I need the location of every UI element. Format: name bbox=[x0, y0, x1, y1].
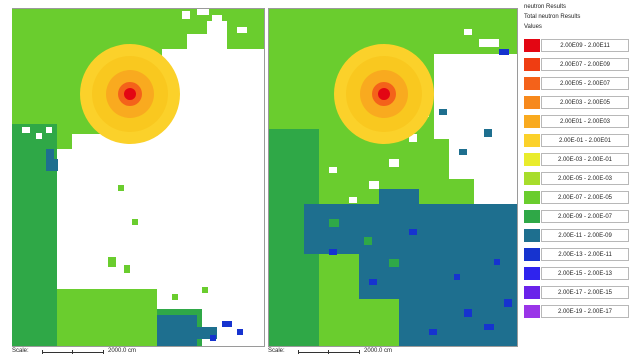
legend-swatch bbox=[524, 210, 540, 223]
legend-item: 2.00E-05 - 2.00E-03 bbox=[524, 171, 630, 186]
legend-range-label: 2.00E-13 - 2.00E-11 bbox=[541, 248, 629, 261]
scale-tick bbox=[72, 350, 73, 354]
left-map-canvas bbox=[12, 9, 264, 346]
legend-subtitle: Total neutron Results bbox=[524, 14, 581, 20]
legend-range-label: 2.00E09 - 2.00E11 bbox=[541, 39, 629, 52]
legend-item: 2.00E-11 - 2.00E-09 bbox=[524, 228, 630, 243]
legend-swatch bbox=[524, 248, 540, 261]
scale-line bbox=[298, 350, 360, 354]
legend-swatch bbox=[524, 96, 540, 109]
legend-item: 2.00E05 - 2.00E07 bbox=[524, 76, 630, 91]
source-core bbox=[378, 88, 390, 100]
scale-label: Scale: bbox=[268, 348, 285, 354]
scale-bar-right: Scale: 2000.0 cm bbox=[268, 346, 516, 358]
right-map-canvas bbox=[269, 9, 517, 346]
scale-value: 2000.0 cm bbox=[364, 348, 393, 354]
legend-title: neutron Results bbox=[524, 4, 567, 10]
legend-item: 2.00E07 - 2.00E09 bbox=[524, 57, 630, 72]
legend-swatch bbox=[524, 286, 540, 299]
legend-swatch bbox=[524, 115, 540, 128]
scale-line bbox=[42, 350, 104, 354]
legend-values-label: Values bbox=[524, 24, 542, 30]
legend-swatch bbox=[524, 58, 540, 71]
legend-range-label: 2.00E-01 - 2.00E01 bbox=[541, 134, 629, 147]
left-dose-map[interactable] bbox=[12, 8, 265, 347]
legend-item: 2.00E01 - 2.00E03 bbox=[524, 114, 630, 129]
legend-item: 2.00E-17 - 2.00E-15 bbox=[524, 285, 630, 300]
legend-panel: neutron Results Total neutron Results Va… bbox=[518, 2, 636, 356]
legend-item: 2.00E-15 - 2.00E-13 bbox=[524, 266, 630, 281]
scale-value: 2000.0 cm bbox=[108, 348, 137, 354]
legend-item: 2.00E-13 - 2.00E-11 bbox=[524, 247, 630, 262]
legend-range-label: 2.00E-07 - 2.00E-05 bbox=[541, 191, 629, 204]
legend-range-label: 2.00E-05 - 2.00E-03 bbox=[541, 172, 629, 185]
legend-range-label: 2.00E01 - 2.00E03 bbox=[541, 115, 629, 128]
legend-range-label: 2.00E-03 - 2.00E-01 bbox=[541, 153, 629, 166]
legend-swatch bbox=[524, 134, 540, 147]
legend-swatch bbox=[524, 172, 540, 185]
legend-swatch bbox=[524, 191, 540, 204]
map-region bbox=[12, 181, 42, 225]
legend-item: 2.00E-19 - 2.00E-17 bbox=[524, 304, 630, 319]
legend-item: 2.00E03 - 2.00E05 bbox=[524, 95, 630, 110]
legend-item: 2.00E-01 - 2.00E01 bbox=[524, 133, 630, 148]
legend-swatch bbox=[524, 77, 540, 90]
scale-label: Scale: bbox=[12, 348, 29, 354]
legend-range-label: 2.00E-17 - 2.00E-15 bbox=[541, 286, 629, 299]
legend-range-label: 2.00E-09 - 2.00E-07 bbox=[541, 210, 629, 223]
legend-swatch bbox=[524, 305, 540, 318]
legend-item: 2.00E09 - 2.00E11 bbox=[524, 38, 630, 53]
legend-item: 2.00E-07 - 2.00E-05 bbox=[524, 190, 630, 205]
right-dose-map[interactable] bbox=[268, 8, 518, 347]
legend-range-label: 2.00E-15 - 2.00E-13 bbox=[541, 267, 629, 280]
scale-tick bbox=[328, 350, 329, 354]
legend-range-label: 2.00E-11 - 2.00E-09 bbox=[541, 229, 629, 242]
scale-bar-left: Scale: 2000.0 cm bbox=[12, 346, 264, 358]
empty-region bbox=[434, 54, 517, 204]
legend-swatch bbox=[524, 229, 540, 242]
legend-range-label: 2.00E03 - 2.00E05 bbox=[541, 96, 629, 109]
legend-item: 2.00E-03 - 2.00E-01 bbox=[524, 152, 630, 167]
legend-range-label: 2.00E07 - 2.00E09 bbox=[541, 58, 629, 71]
source-core bbox=[124, 88, 136, 100]
legend-range-label: 2.00E-19 - 2.00E-17 bbox=[541, 305, 629, 318]
legend-swatch bbox=[524, 267, 540, 280]
legend-item: 2.00E-09 - 2.00E-07 bbox=[524, 209, 630, 224]
legend-swatch bbox=[524, 153, 540, 166]
legend-range-label: 2.00E05 - 2.00E07 bbox=[541, 77, 629, 90]
legend-swatch bbox=[524, 39, 540, 52]
